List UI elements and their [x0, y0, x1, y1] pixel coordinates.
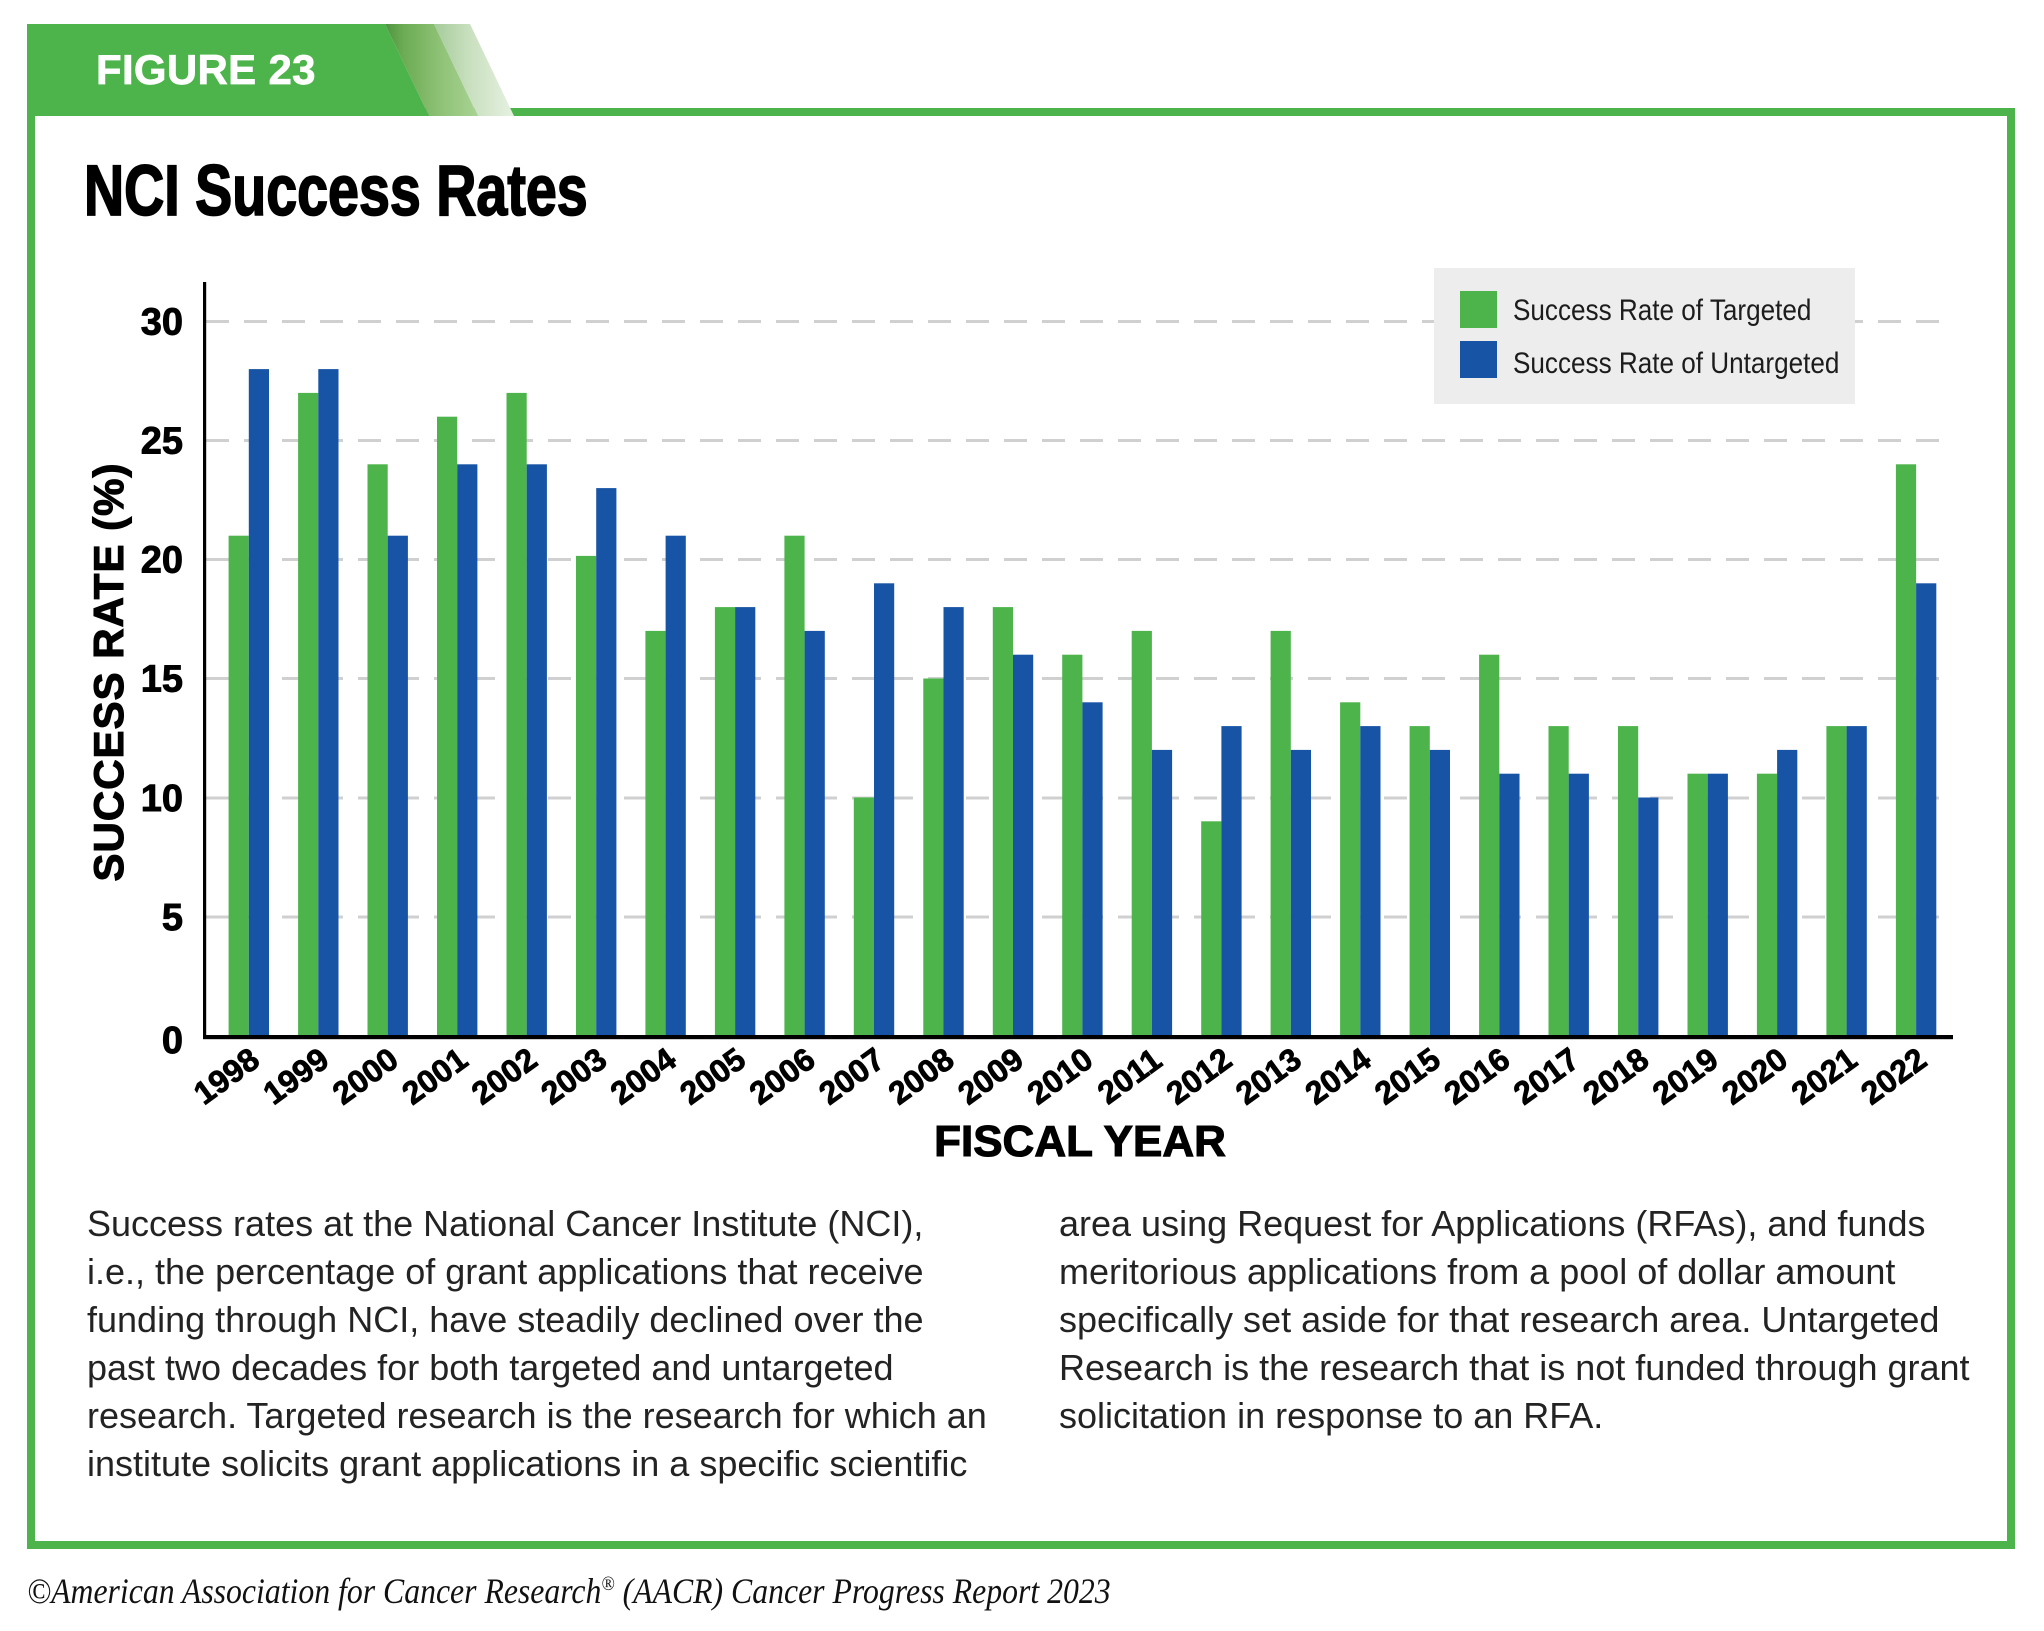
svg-text:2007: 2007: [812, 1041, 891, 1112]
svg-text:1998: 1998: [187, 1041, 266, 1112]
svg-text:2011: 2011: [1091, 1041, 1168, 1111]
svg-text:5: 5: [162, 897, 183, 939]
svg-text:FISCAL YEAR: FISCAL YEAR: [934, 1117, 1226, 1166]
svg-text:2016: 2016: [1437, 1041, 1516, 1112]
svg-text:2013: 2013: [1229, 1041, 1308, 1112]
svg-text:25: 25: [141, 421, 183, 463]
svg-text:2001: 2001: [395, 1041, 474, 1112]
svg-text:2012: 2012: [1160, 1041, 1239, 1112]
svg-text:2021: 2021: [1785, 1041, 1864, 1112]
svg-text:2017: 2017: [1507, 1041, 1586, 1112]
svg-text:SUCCESS RATE (%): SUCCESS RATE (%): [85, 463, 132, 882]
svg-text:2014: 2014: [1298, 1040, 1377, 1111]
svg-text:2003: 2003: [534, 1041, 613, 1112]
svg-text:FIGURE 23: FIGURE 23: [96, 46, 316, 93]
svg-text:2009: 2009: [951, 1041, 1030, 1112]
svg-text:2004: 2004: [604, 1040, 683, 1111]
svg-text:2000: 2000: [326, 1041, 405, 1112]
svg-text:2008: 2008: [882, 1041, 961, 1112]
svg-text:2018: 2018: [1576, 1041, 1655, 1112]
svg-text:2019: 2019: [1646, 1041, 1725, 1112]
svg-text:30: 30: [141, 302, 183, 344]
svg-text:1999: 1999: [256, 1041, 335, 1112]
svg-text:2020: 2020: [1715, 1041, 1794, 1112]
svg-text:2015: 2015: [1368, 1041, 1447, 1112]
svg-text:2022: 2022: [1854, 1041, 1933, 1112]
svg-text:2002: 2002: [465, 1041, 544, 1112]
svg-text:10: 10: [141, 778, 183, 820]
svg-text:2010: 2010: [1021, 1041, 1100, 1112]
svg-text:15: 15: [141, 659, 183, 701]
svg-text:0: 0: [162, 1020, 183, 1062]
svg-text:2006: 2006: [743, 1041, 822, 1112]
svg-text:2005: 2005: [673, 1041, 752, 1112]
svg-text:20: 20: [141, 540, 183, 582]
